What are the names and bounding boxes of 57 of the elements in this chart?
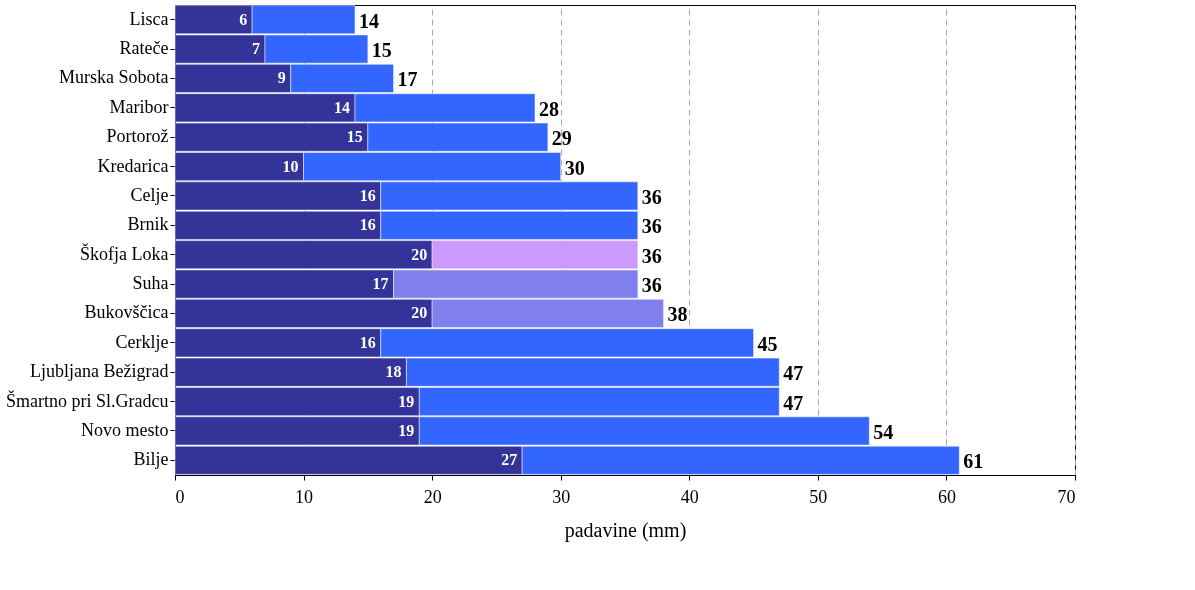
data-label: 16 bbox=[359, 216, 376, 234]
x-tick-label: 0 bbox=[175, 486, 185, 507]
data-label: 15 bbox=[346, 128, 363, 146]
y-tick-label: Maribor bbox=[109, 96, 169, 117]
x-tick-label: 10 bbox=[295, 486, 314, 507]
data-label: 9 bbox=[277, 69, 286, 87]
y-tick-label: Kredarica bbox=[97, 155, 169, 176]
y-tick-label: Rateče bbox=[119, 38, 169, 59]
x-tick-label: 30 bbox=[552, 486, 571, 507]
y-tick-label: Cerklje bbox=[115, 331, 169, 352]
x-tick-label: 60 bbox=[937, 486, 956, 507]
data-label: 20 bbox=[411, 304, 428, 322]
data-label: 18 bbox=[385, 363, 402, 381]
total-label: 36 bbox=[641, 185, 662, 208]
y-tick-label: Suha bbox=[132, 273, 169, 294]
y-tick-label: Šmartno pri Sl.Gradcu bbox=[6, 389, 169, 411]
y-tick-label: Portorož bbox=[106, 126, 169, 147]
total-label: 17 bbox=[397, 68, 418, 91]
x-tick-label: 50 bbox=[809, 486, 828, 507]
total-label: 30 bbox=[564, 156, 585, 179]
total-label: 54 bbox=[873, 420, 894, 443]
data-label: 19 bbox=[398, 421, 415, 439]
total-label: 47 bbox=[783, 391, 804, 414]
y-tick-label: Lisca bbox=[129, 8, 169, 29]
y-tick-label: Bukovščica bbox=[84, 302, 169, 323]
data-label: 19 bbox=[398, 392, 415, 410]
data-label: 16 bbox=[359, 186, 376, 204]
y-tick-label: Brnik bbox=[127, 214, 169, 235]
total-label: 38 bbox=[667, 303, 688, 326]
x-tick-label: 40 bbox=[680, 486, 699, 507]
total-label: 36 bbox=[641, 215, 662, 238]
total-label: 47 bbox=[783, 362, 804, 385]
y-tick-label: Škofja Loka bbox=[80, 242, 169, 264]
x-axis-title: padavine (mm) bbox=[564, 518, 687, 542]
x-tick-label: 70 bbox=[1057, 486, 1076, 507]
total-label: 36 bbox=[641, 274, 662, 297]
data-label: 16 bbox=[359, 333, 376, 351]
total-label: 29 bbox=[551, 127, 572, 150]
total-label: 14 bbox=[359, 9, 379, 32]
data-label: 20 bbox=[411, 245, 428, 263]
total-label: 36 bbox=[641, 244, 662, 267]
total-label: 45 bbox=[757, 332, 778, 355]
y-tick-label: Murska Sobota bbox=[59, 67, 169, 88]
data-label: 27 bbox=[501, 451, 518, 469]
y-tick-label: Ljubljana Bežigrad bbox=[30, 361, 169, 382]
total-label: 28 bbox=[539, 97, 559, 120]
data-label: 17 bbox=[372, 275, 389, 293]
data-label: 14 bbox=[334, 98, 350, 116]
y-tick-label: Novo mesto bbox=[81, 419, 169, 440]
data-label: 7 bbox=[252, 40, 260, 58]
data-label: 10 bbox=[282, 157, 299, 175]
total-label: 15 bbox=[371, 39, 392, 62]
y-tick-label: Bilje bbox=[133, 449, 169, 470]
y-tick-label: Celje bbox=[130, 184, 169, 205]
total-label: 61 bbox=[963, 450, 984, 473]
x-tick-label: 20 bbox=[423, 486, 442, 507]
data-label: 6 bbox=[239, 10, 248, 28]
